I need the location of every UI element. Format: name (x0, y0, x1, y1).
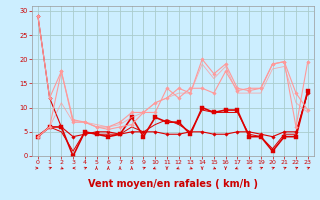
X-axis label: Vent moyen/en rafales ( km/h ): Vent moyen/en rafales ( km/h ) (88, 179, 258, 189)
